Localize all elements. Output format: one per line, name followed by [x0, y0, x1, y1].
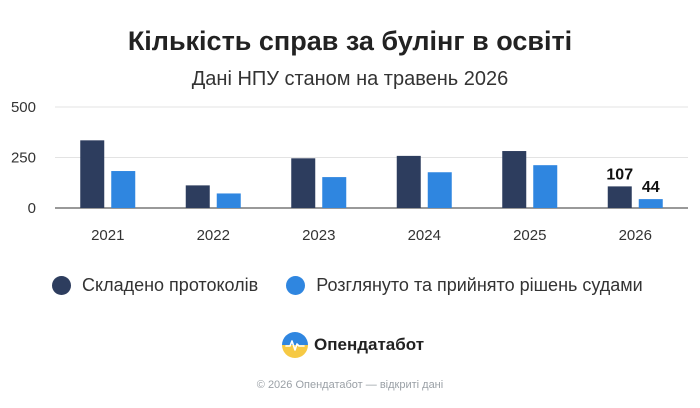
legend-label-protocols: Складено протоколів	[82, 275, 259, 295]
x-tick-label-2026: 2026	[619, 227, 652, 244]
bar-protocols-2025	[502, 151, 527, 208]
x-tick-label-2024: 2024	[408, 227, 441, 244]
bar-protocols-2023	[291, 158, 316, 208]
legend-item-protocols: Складено протоколів	[52, 275, 258, 296]
bar-court-decisions-2025	[533, 165, 558, 208]
x-tick-label-2023: 2023	[302, 227, 335, 244]
bar-protocols-2026	[607, 186, 632, 208]
bar-protocols-2022	[185, 185, 210, 208]
y-tick-label-250: 250	[11, 150, 36, 167]
data-label-protocols-2026: 107	[606, 166, 633, 183]
legend-item-court-decisions: Розглянуто та прийнято рішень судами	[286, 275, 643, 296]
bar-court-decisions-2024	[427, 172, 452, 208]
legend-swatch-protocols	[52, 276, 71, 295]
x-tick-label-2022: 2022	[197, 227, 230, 244]
bar-court-decisions-2023	[322, 177, 347, 208]
bar-court-decisions-2026	[638, 199, 663, 208]
chart-title: Кількість справ за булінг в освіті	[127, 26, 573, 56]
bar-protocols-2021	[80, 140, 105, 208]
x-tick-label-2021: 2021	[91, 227, 124, 244]
brand: Опендатабот	[282, 332, 424, 358]
chart-legend: Складено протоколів Розглянуто та прийня…	[52, 275, 671, 296]
bar-court-decisions-2021	[111, 171, 136, 208]
y-tick-label-0: 0	[28, 200, 36, 217]
bar-court-decisions-2022	[216, 193, 241, 208]
brand-name: Опендатабот	[314, 335, 425, 354]
data-label-court-decisions-2026: 44	[642, 179, 660, 196]
opendatabot-logo-icon	[282, 332, 308, 358]
legend-label-court-decisions: Розглянуто та прийнято рішень судами	[316, 275, 643, 295]
x-tick-label-2025: 2025	[513, 227, 546, 244]
footer-note: © 2026 Опендатабот — відкриті дані	[256, 379, 444, 391]
chart-subtitle: Дані НПУ станом на травень 2026	[191, 68, 509, 90]
bar-protocols-2024	[396, 155, 421, 208]
y-tick-label-500: 500	[11, 99, 36, 116]
bar-chart: 0 250 500 2021 2022 2023 2024 2025 2026 107 44	[11, 99, 688, 244]
legend-swatch-court-decisions	[286, 276, 306, 295]
